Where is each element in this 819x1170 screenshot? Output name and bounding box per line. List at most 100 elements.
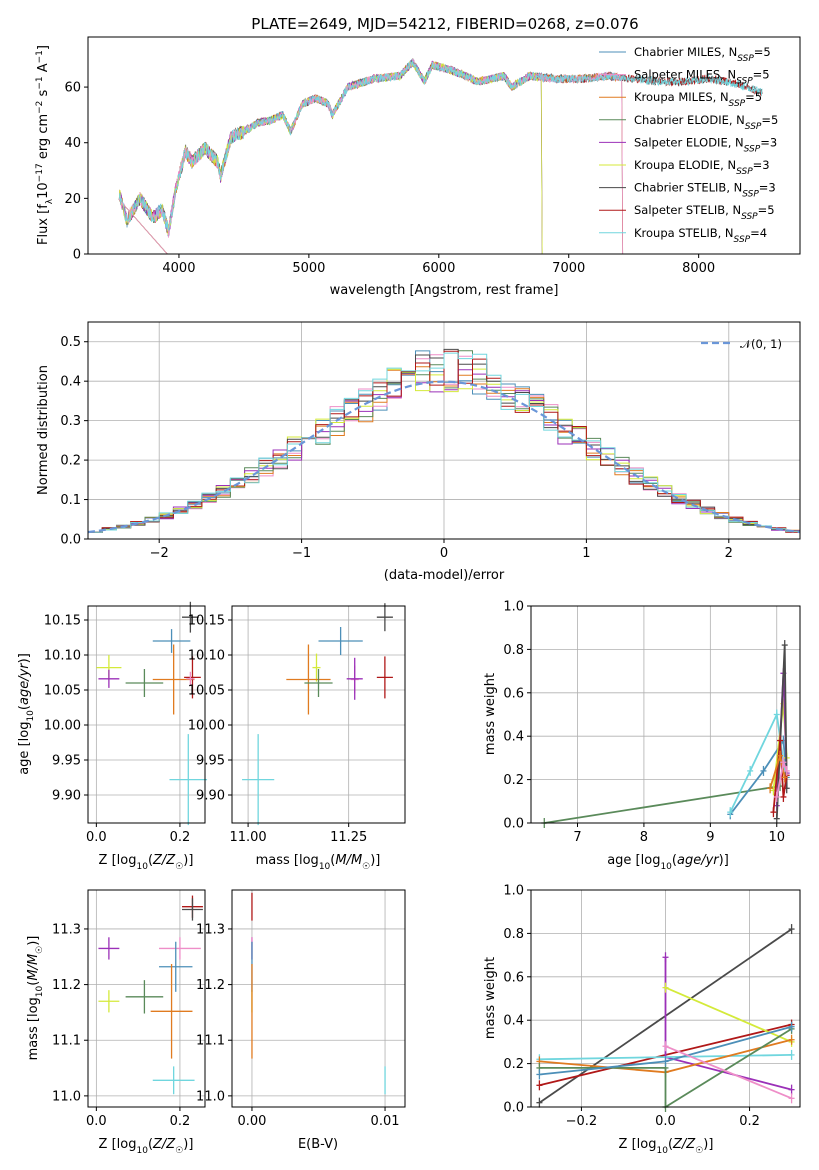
normal-curve bbox=[87, 380, 801, 534]
axes-frame bbox=[87, 605, 206, 824]
axes-frame bbox=[231, 889, 406, 1108]
y-tick-label: 9.95 bbox=[196, 754, 225, 769]
x-tick-label: 6000 bbox=[422, 261, 455, 276]
y-tick-label: 11.3 bbox=[196, 922, 225, 937]
x-tick-label: 8 bbox=[640, 830, 648, 845]
y-tick-label: 11.3 bbox=[52, 922, 81, 937]
x-tick-label: 7000 bbox=[552, 261, 585, 276]
x-tick-label: 0.0 bbox=[655, 1114, 676, 1129]
residual-xlabel: (data-model)/error bbox=[384, 568, 505, 583]
x-tick-label: 0.0 bbox=[86, 830, 107, 845]
age-z-ylabel: age [log10(age/yr)] bbox=[17, 653, 36, 775]
x-tick-label: 0.01 bbox=[371, 1114, 400, 1129]
residual-panel: −2 −1 0 1 2 0.0 0.1 0.2 0.3 0.4 0.5 𝒩(0, 1) bbox=[60, 321, 801, 561]
mass-vs-z-panel: 0.0 0.2 11.0 11.1 11.2 11.3 bbox=[52, 889, 206, 1129]
legend-entry: Salpeter STELIB, NSSP=5 bbox=[634, 203, 775, 222]
y-tick-label: 11.2 bbox=[52, 978, 81, 993]
legend-entry: 𝒩(0, 1) bbox=[740, 337, 782, 351]
weight-line bbox=[665, 1045, 792, 1100]
x-tick-label: 11.25 bbox=[330, 830, 367, 845]
y-tick-label: 0.6 bbox=[503, 970, 524, 985]
x-tick-label: 0.2 bbox=[170, 1114, 191, 1129]
histogram-step bbox=[88, 352, 800, 533]
spectrum-line bbox=[118, 59, 543, 255]
weight-z-ylabel: mass weight bbox=[483, 957, 498, 1039]
spectrum-xlabel: wavelength [Angstrom, rest frame] bbox=[330, 283, 559, 298]
x-tick-label: 7 bbox=[573, 830, 581, 845]
weight-vs-age-panel: 7 8 9 10 0.0 0.2 0.4 0.6 0.8 1.0 bbox=[503, 600, 801, 845]
y-tick-label: 0.6 bbox=[503, 686, 524, 701]
legend-entry: Kroupa ELODIE, NSSP=3 bbox=[634, 158, 770, 177]
weight-age-xlabel: age [log10(age/yr)] bbox=[607, 853, 729, 872]
y-tick-label: 40 bbox=[64, 136, 81, 151]
y-tick-label: 10.15 bbox=[44, 614, 81, 629]
age-vs-z-panel: 0.0 0.2 9.90 9.95 10.00 10.05 10.10 10.15 bbox=[44, 601, 208, 845]
x-tick-label: 4000 bbox=[162, 261, 195, 276]
age-mass-xlabel: mass [log10(M/M☉)] bbox=[256, 853, 381, 872]
weight-line bbox=[544, 785, 781, 824]
axes-frame bbox=[87, 889, 206, 1108]
legend-entry: Salpeter MILES, NSSP=5 bbox=[634, 68, 770, 87]
weight-vs-z-panel: −0.2 0.0 0.2 0.0 0.2 0.4 0.6 0.8 1.0 bbox=[503, 884, 801, 1129]
axes-frame bbox=[231, 605, 406, 824]
y-tick-label: 0.2 bbox=[503, 1057, 524, 1072]
y-tick-label: 0.4 bbox=[60, 375, 81, 390]
y-tick-label: 1.0 bbox=[503, 884, 524, 899]
figure-title: PLATE=2649, MJD=54212, FIBERID=0268, z=0… bbox=[251, 15, 638, 33]
axes-frame bbox=[530, 889, 801, 1108]
x-tick-label: −2 bbox=[150, 546, 169, 561]
x-tick-label: −1 bbox=[292, 546, 311, 561]
y-tick-label: 10.00 bbox=[44, 719, 81, 734]
mass-ebv-xlabel: E(B-V) bbox=[298, 1137, 338, 1152]
residual-ylabel: Normed distribution bbox=[36, 365, 51, 495]
age-z-xlabel: Z [log10(Z/Z☉)] bbox=[99, 853, 194, 872]
y-tick-label: 10.05 bbox=[188, 684, 225, 699]
legend-entry: Chabrier ELODIE, NSSP=5 bbox=[634, 113, 778, 132]
x-tick-label: 0.0 bbox=[86, 1114, 107, 1129]
y-tick-label: 0.2 bbox=[503, 773, 524, 788]
y-tick-label: 0.8 bbox=[503, 927, 524, 942]
spectrum-ylabel: Flux [fλ10−17 erg cm−2 s−1 A−1] bbox=[35, 45, 55, 245]
weight-line bbox=[729, 737, 788, 815]
mass-vs-ebv-panel: 0.00 0.01 11.0 11.1 11.2 11.3 bbox=[196, 889, 406, 1129]
spectrum-line bbox=[118, 61, 543, 255]
y-tick-label: 60 bbox=[64, 81, 81, 96]
y-tick-label: 10.10 bbox=[44, 649, 81, 664]
y-tick-label: 20 bbox=[64, 192, 81, 207]
y-tick-label: 0.2 bbox=[60, 454, 81, 469]
spectrum-panel: 4000 5000 6000 7000 8000 0 20 40 60 Chabrier MILE… bbox=[64, 36, 801, 276]
y-tick-label: 0.3 bbox=[60, 414, 81, 429]
y-tick-label: 0.5 bbox=[60, 335, 81, 350]
legend-entry: Chabrier STELIB, NSSP=3 bbox=[634, 181, 776, 200]
legend-entry: Kroupa STELIB, NSSP=4 bbox=[634, 226, 767, 245]
y-tick-label: 11.1 bbox=[196, 1034, 225, 1049]
x-tick-label: 5000 bbox=[292, 261, 325, 276]
spectrum-line bbox=[118, 58, 543, 255]
y-tick-label: 11.0 bbox=[196, 1089, 225, 1104]
x-tick-label: 0 bbox=[440, 546, 448, 561]
x-tick-label: 0.2 bbox=[170, 830, 191, 845]
y-tick-label: 0.0 bbox=[60, 533, 81, 548]
age-vs-mass-panel: 11.00 11.25 9.90 9.95 10.00 10.05 10.10 10.15 bbox=[188, 603, 406, 845]
x-tick-label: 1 bbox=[582, 546, 590, 561]
legend-entry: Kroupa MILES, NSSP=5 bbox=[634, 90, 762, 109]
x-tick-label: 0.2 bbox=[739, 1114, 760, 1129]
y-tick-label: 0 bbox=[73, 248, 81, 263]
y-tick-label: 11.1 bbox=[52, 1034, 81, 1049]
weight-line bbox=[665, 986, 792, 1043]
mass-z-ylabel: mass [log10(M/M☉)] bbox=[26, 936, 45, 1061]
y-tick-label: 10.15 bbox=[188, 614, 225, 629]
y-tick-label: 9.95 bbox=[52, 754, 81, 769]
y-tick-label: 11.0 bbox=[52, 1089, 81, 1104]
axes-frame bbox=[87, 36, 801, 255]
x-tick-label: 0.00 bbox=[237, 1114, 266, 1129]
weight-z-xlabel: Z [log10(Z/Z☉)] bbox=[619, 1137, 714, 1156]
y-tick-label: 1.0 bbox=[503, 600, 524, 615]
spectrum-line bbox=[118, 60, 763, 231]
y-tick-label: 0.8 bbox=[503, 643, 524, 658]
y-tick-label: 10.05 bbox=[44, 684, 81, 699]
axes-frame bbox=[87, 321, 801, 540]
x-tick-label: 9 bbox=[706, 830, 714, 845]
y-tick-label: 0.4 bbox=[503, 1014, 524, 1029]
